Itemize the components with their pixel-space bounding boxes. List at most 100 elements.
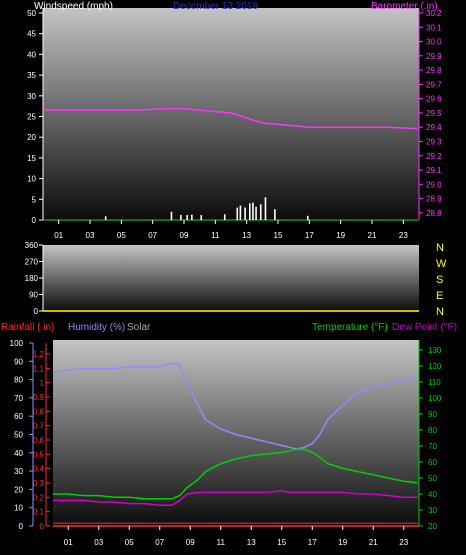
windspeed-bar bbox=[264, 197, 267, 220]
temperature-line bbox=[53, 448, 418, 500]
humidity-y-tick-label: 60 bbox=[14, 412, 23, 421]
wind-y-tick-label: 0 bbox=[32, 216, 37, 225]
wind-y-tick-label: 45 bbox=[27, 30, 36, 39]
rainfall-y-tick-label: 0.3 bbox=[33, 479, 45, 488]
barometer-y-tick-label: 30.2 bbox=[426, 9, 442, 18]
temp-x-tick-label: 09 bbox=[186, 538, 195, 547]
humidity-y-tick-label: 0 bbox=[19, 522, 24, 531]
windspeed-bar bbox=[180, 215, 182, 220]
wind-y-tick-label: 10 bbox=[27, 175, 36, 184]
barometer-y-tick-label: 29.5 bbox=[426, 109, 442, 118]
barometer-y-tick-label: 29.3 bbox=[426, 137, 442, 146]
windspeed-bar bbox=[236, 207, 239, 220]
winddir-y-tick-label: 360 bbox=[25, 241, 39, 250]
temperature-y-tick-label: 80 bbox=[428, 426, 437, 435]
rainfall-label: Rainfall (.in) bbox=[1, 322, 54, 333]
wind-y-tick-label: 30 bbox=[27, 92, 36, 101]
date-label: December 13 2019 bbox=[173, 1, 258, 12]
barometer-y-tick-label: 30.0 bbox=[426, 38, 442, 47]
barometer-y-tick-label: 29.6 bbox=[426, 95, 442, 104]
windspeed-bar bbox=[274, 209, 276, 220]
windspeed-bar bbox=[200, 215, 203, 220]
temperature-y-tick-label: 130 bbox=[428, 346, 442, 355]
humidity-line bbox=[52, 362, 418, 450]
humidity-y-tick-label: 90 bbox=[14, 357, 23, 366]
wind-x-tick-label: 07 bbox=[148, 231, 157, 240]
compass-s: S bbox=[436, 274, 443, 286]
temperature-y-tick-label: 100 bbox=[428, 394, 442, 403]
barometer-y-tick-label: 29.1 bbox=[426, 166, 442, 175]
temperature-y-tick-label: 60 bbox=[428, 458, 437, 467]
humidity-y-tick-label: 40 bbox=[14, 449, 23, 458]
temp-x-tick-label: 11 bbox=[217, 538, 226, 547]
windspeed-bar bbox=[191, 214, 193, 220]
wind-y-tick-label: 35 bbox=[27, 71, 36, 80]
wind-x-tick-label: 01 bbox=[54, 231, 63, 240]
humidity-y-tick-label: 100 bbox=[10, 339, 24, 348]
temperature-y-tick-label: 90 bbox=[428, 410, 437, 419]
rainfall-y-tick-label: 0.1 bbox=[33, 508, 45, 517]
temperature-y-tick-label: 40 bbox=[428, 490, 437, 499]
rainfall-y-tick-label: 0.7 bbox=[33, 422, 45, 431]
wind-panel bbox=[43, 8, 419, 221]
temp-x-tick-label: 05 bbox=[125, 538, 134, 547]
rainfall-y-tick-label: 0.6 bbox=[33, 436, 45, 445]
rainfall-y-tick-label: 0.8 bbox=[33, 407, 45, 416]
wind-y-tick-label: 20 bbox=[27, 133, 36, 142]
dewpoint-line bbox=[53, 490, 418, 506]
temp-x-tick-label: 01 bbox=[64, 538, 73, 547]
temp-x-tick-label: 19 bbox=[338, 538, 347, 547]
barometer-y-tick-label: 29.7 bbox=[426, 80, 442, 89]
compass-w: W bbox=[436, 258, 447, 270]
windspeed-bar bbox=[239, 205, 242, 220]
humidity-label: Humidity (%) bbox=[68, 322, 125, 333]
compass-e: E bbox=[436, 290, 443, 302]
humidity-y-tick-label: 50 bbox=[14, 431, 23, 440]
temperature-y-tick-label: 110 bbox=[428, 378, 441, 387]
rainfall-y-tick-label: 0 bbox=[40, 522, 45, 531]
windspeed-bar bbox=[244, 207, 246, 220]
windspeed-bar bbox=[223, 214, 226, 220]
windspeed-bar bbox=[170, 211, 173, 220]
barometer-y-tick-label: 29.8 bbox=[426, 66, 442, 75]
wind-x-tick-label: 13 bbox=[242, 231, 251, 240]
windspeed-bar bbox=[259, 204, 262, 220]
temperature-y-tick-label: 120 bbox=[428, 362, 442, 371]
wind-y-tick-label: 50 bbox=[27, 9, 36, 18]
windspeed-bar bbox=[249, 203, 251, 220]
wind-x-tick-label: 15 bbox=[274, 231, 283, 240]
barometer-y-tick-label: 30.1 bbox=[426, 23, 442, 32]
wind-y-tick-label: 25 bbox=[27, 113, 36, 122]
temp-x-tick-label: 15 bbox=[277, 538, 286, 547]
windspeed-bar bbox=[306, 215, 309, 220]
wind-x-tick-label: 21 bbox=[368, 231, 377, 240]
rainfall-y-tick-label: 0.5 bbox=[33, 450, 45, 459]
wind-x-tick-label: 09 bbox=[180, 231, 189, 240]
temp-x-tick-label: 17 bbox=[308, 538, 317, 547]
wind-x-tick-label: 03 bbox=[86, 231, 95, 240]
wind-x-tick-label: 23 bbox=[399, 231, 408, 240]
temperature-y-tick-label: 70 bbox=[428, 442, 437, 451]
wind-y-tick-label: 5 bbox=[32, 195, 37, 204]
humidity-y-tick-label: 30 bbox=[14, 467, 23, 476]
temp-x-tick-label: 07 bbox=[155, 538, 164, 547]
rainfall-y-tick-label: 0.4 bbox=[33, 465, 45, 474]
barometer-y-tick-label: 29.2 bbox=[426, 152, 442, 161]
temp-x-tick-label: 21 bbox=[369, 538, 378, 547]
winddir-panel bbox=[43, 245, 419, 312]
winddir-y-tick-label: 180 bbox=[25, 274, 39, 283]
winddir-y-tick-label: 0 bbox=[34, 307, 39, 316]
windspeed-bar bbox=[255, 206, 257, 220]
barometer-line bbox=[43, 107, 418, 130]
barometer-y-tick-label: 29.9 bbox=[426, 52, 442, 61]
humidity-y-tick-label: 80 bbox=[14, 376, 23, 385]
winddir-y-tick-label: 90 bbox=[29, 291, 38, 300]
windspeed-bar bbox=[252, 202, 254, 220]
humidity-y-tick-label: 20 bbox=[14, 485, 23, 494]
wind-x-tick-label: 11 bbox=[211, 231, 220, 240]
temp-x-tick-label: 13 bbox=[247, 538, 256, 547]
wind-y-tick-label: 15 bbox=[27, 154, 36, 163]
barometer-y-tick-label: 29.4 bbox=[426, 123, 442, 132]
rainfall-y-tick-label: 0.2 bbox=[33, 493, 45, 502]
compass-n-bottom: N bbox=[436, 306, 444, 318]
